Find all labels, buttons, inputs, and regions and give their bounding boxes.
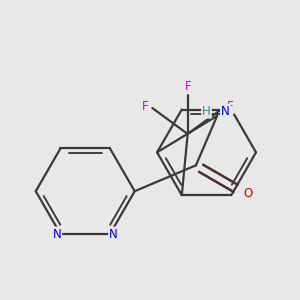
Text: F: F <box>184 80 191 93</box>
Text: F: F <box>227 100 233 113</box>
Text: O: O <box>243 187 252 200</box>
Text: N: N <box>52 228 61 241</box>
Text: F: F <box>142 100 148 113</box>
Text: N: N <box>109 228 118 241</box>
Text: N: N <box>221 105 230 118</box>
Text: H: H <box>202 105 211 118</box>
